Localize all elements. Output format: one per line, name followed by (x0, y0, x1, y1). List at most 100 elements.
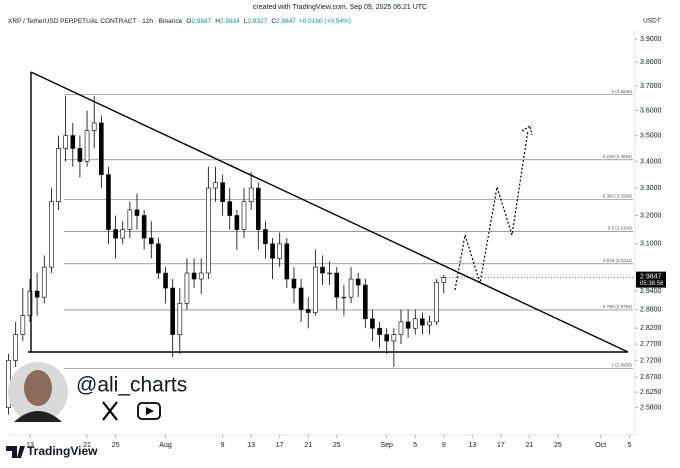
y-tick-label: 3.2000 (640, 212, 662, 219)
watermark: @ali_charts (8, 362, 187, 422)
candle-body (141, 215, 147, 239)
candle (106, 166, 111, 244)
fib-label: 0.618 (3.0311) (603, 258, 632, 263)
x-tick-label: 25 (554, 442, 562, 449)
candle-body (391, 334, 397, 342)
candle (27, 279, 33, 322)
header-part: H (215, 18, 220, 25)
candle-body (63, 135, 68, 149)
candle (227, 188, 233, 230)
candle-body (177, 302, 183, 335)
fib-label: 0.236 (3.4064) (603, 154, 633, 159)
candle-body (156, 243, 161, 274)
candle-body (198, 272, 204, 280)
fib-label: 0.786 (2.8786) (603, 304, 633, 309)
x-tick-label: 25 (333, 442, 341, 449)
candle-body (291, 278, 297, 289)
avatar-shirt (14, 411, 62, 422)
candle-body (234, 215, 240, 230)
x-tick-label: 21 (526, 442, 534, 449)
x-tick-label: 9 (442, 442, 446, 449)
candle (334, 267, 340, 310)
candle (363, 279, 368, 329)
header-part: 2.9934 (220, 18, 240, 25)
candle-body (56, 148, 61, 202)
candle-body (277, 243, 282, 259)
candle-body (84, 130, 90, 162)
candle-body (220, 182, 225, 202)
header-part: 2.9327 (247, 18, 267, 25)
candle-body (163, 272, 168, 289)
x-tick-label: 13 (468, 442, 476, 449)
candle-body (420, 318, 425, 326)
candle-body (191, 272, 197, 280)
avatar-face (24, 370, 52, 406)
candle-body (27, 290, 33, 316)
candle (327, 261, 332, 286)
x-tick-label: Oct (595, 442, 606, 449)
candle (341, 285, 347, 316)
candle (398, 309, 404, 345)
candle (198, 258, 204, 295)
youtube-icon (137, 402, 161, 420)
candle-body (99, 122, 104, 175)
x-tick-label: Aug (159, 442, 172, 449)
candle (427, 315, 432, 335)
candle (134, 193, 140, 230)
countdown-label: 05:38:56 (640, 281, 664, 287)
candle (127, 201, 133, 239)
youtube-play (146, 407, 154, 415)
candle-body (13, 334, 19, 361)
candle-body (334, 272, 340, 298)
candle (56, 135, 61, 210)
x-icon (102, 401, 118, 421)
candle-body (434, 282, 439, 323)
candle-body (441, 277, 447, 283)
y-tick-label: 2.5800 (640, 404, 662, 411)
y-tick-label: 2.7700 (640, 341, 662, 348)
candle (63, 95, 68, 162)
header-part: 2.9687 (191, 18, 211, 25)
x-tick-label: 5 (413, 442, 417, 449)
candle (384, 328, 390, 354)
candle (113, 215, 118, 259)
x-tick-label: 21 (83, 442, 91, 449)
candle (434, 279, 439, 326)
candle (291, 267, 297, 304)
y-tick-label: 3.7000 (640, 83, 662, 90)
candle-body (41, 266, 47, 298)
candle (70, 122, 76, 167)
x-tick-label: 25 (112, 442, 120, 449)
x-tick-label: 13 (26, 442, 34, 449)
candle (377, 321, 382, 348)
logo-mark (6, 446, 25, 458)
y-tick-label: 3.8000 (640, 59, 662, 66)
y-tick-label: 2.6700 (640, 374, 662, 381)
x-tick-label: 21 (304, 442, 312, 449)
handle: @ali_charts (76, 374, 187, 397)
candle-body (34, 290, 40, 298)
candle (277, 232, 282, 268)
candle-body (184, 272, 190, 304)
candle (370, 309, 375, 341)
candle-body (284, 243, 290, 280)
candle-body (320, 266, 325, 274)
x-tick-label: 13 (247, 442, 255, 449)
x-tick-label: Sep (380, 442, 393, 449)
candle (213, 166, 218, 202)
candle (156, 238, 161, 280)
candle-body (270, 243, 275, 259)
candle (320, 255, 325, 286)
last-price-label: 2.9847 (640, 273, 662, 280)
header-part: O (186, 18, 191, 25)
y-tick-label: 3.9000 (640, 36, 662, 43)
fib-label: 0 (3.6646) (611, 89, 632, 94)
candle (284, 238, 290, 289)
candle (34, 273, 40, 316)
candle-body (20, 315, 26, 335)
candle (141, 209, 147, 250)
candle-body (77, 148, 83, 162)
fib-label: 0.5 (3.1429) (608, 226, 633, 231)
header-part: +0.0160 (+0.54%) (299, 18, 351, 25)
candle (91, 95, 97, 149)
